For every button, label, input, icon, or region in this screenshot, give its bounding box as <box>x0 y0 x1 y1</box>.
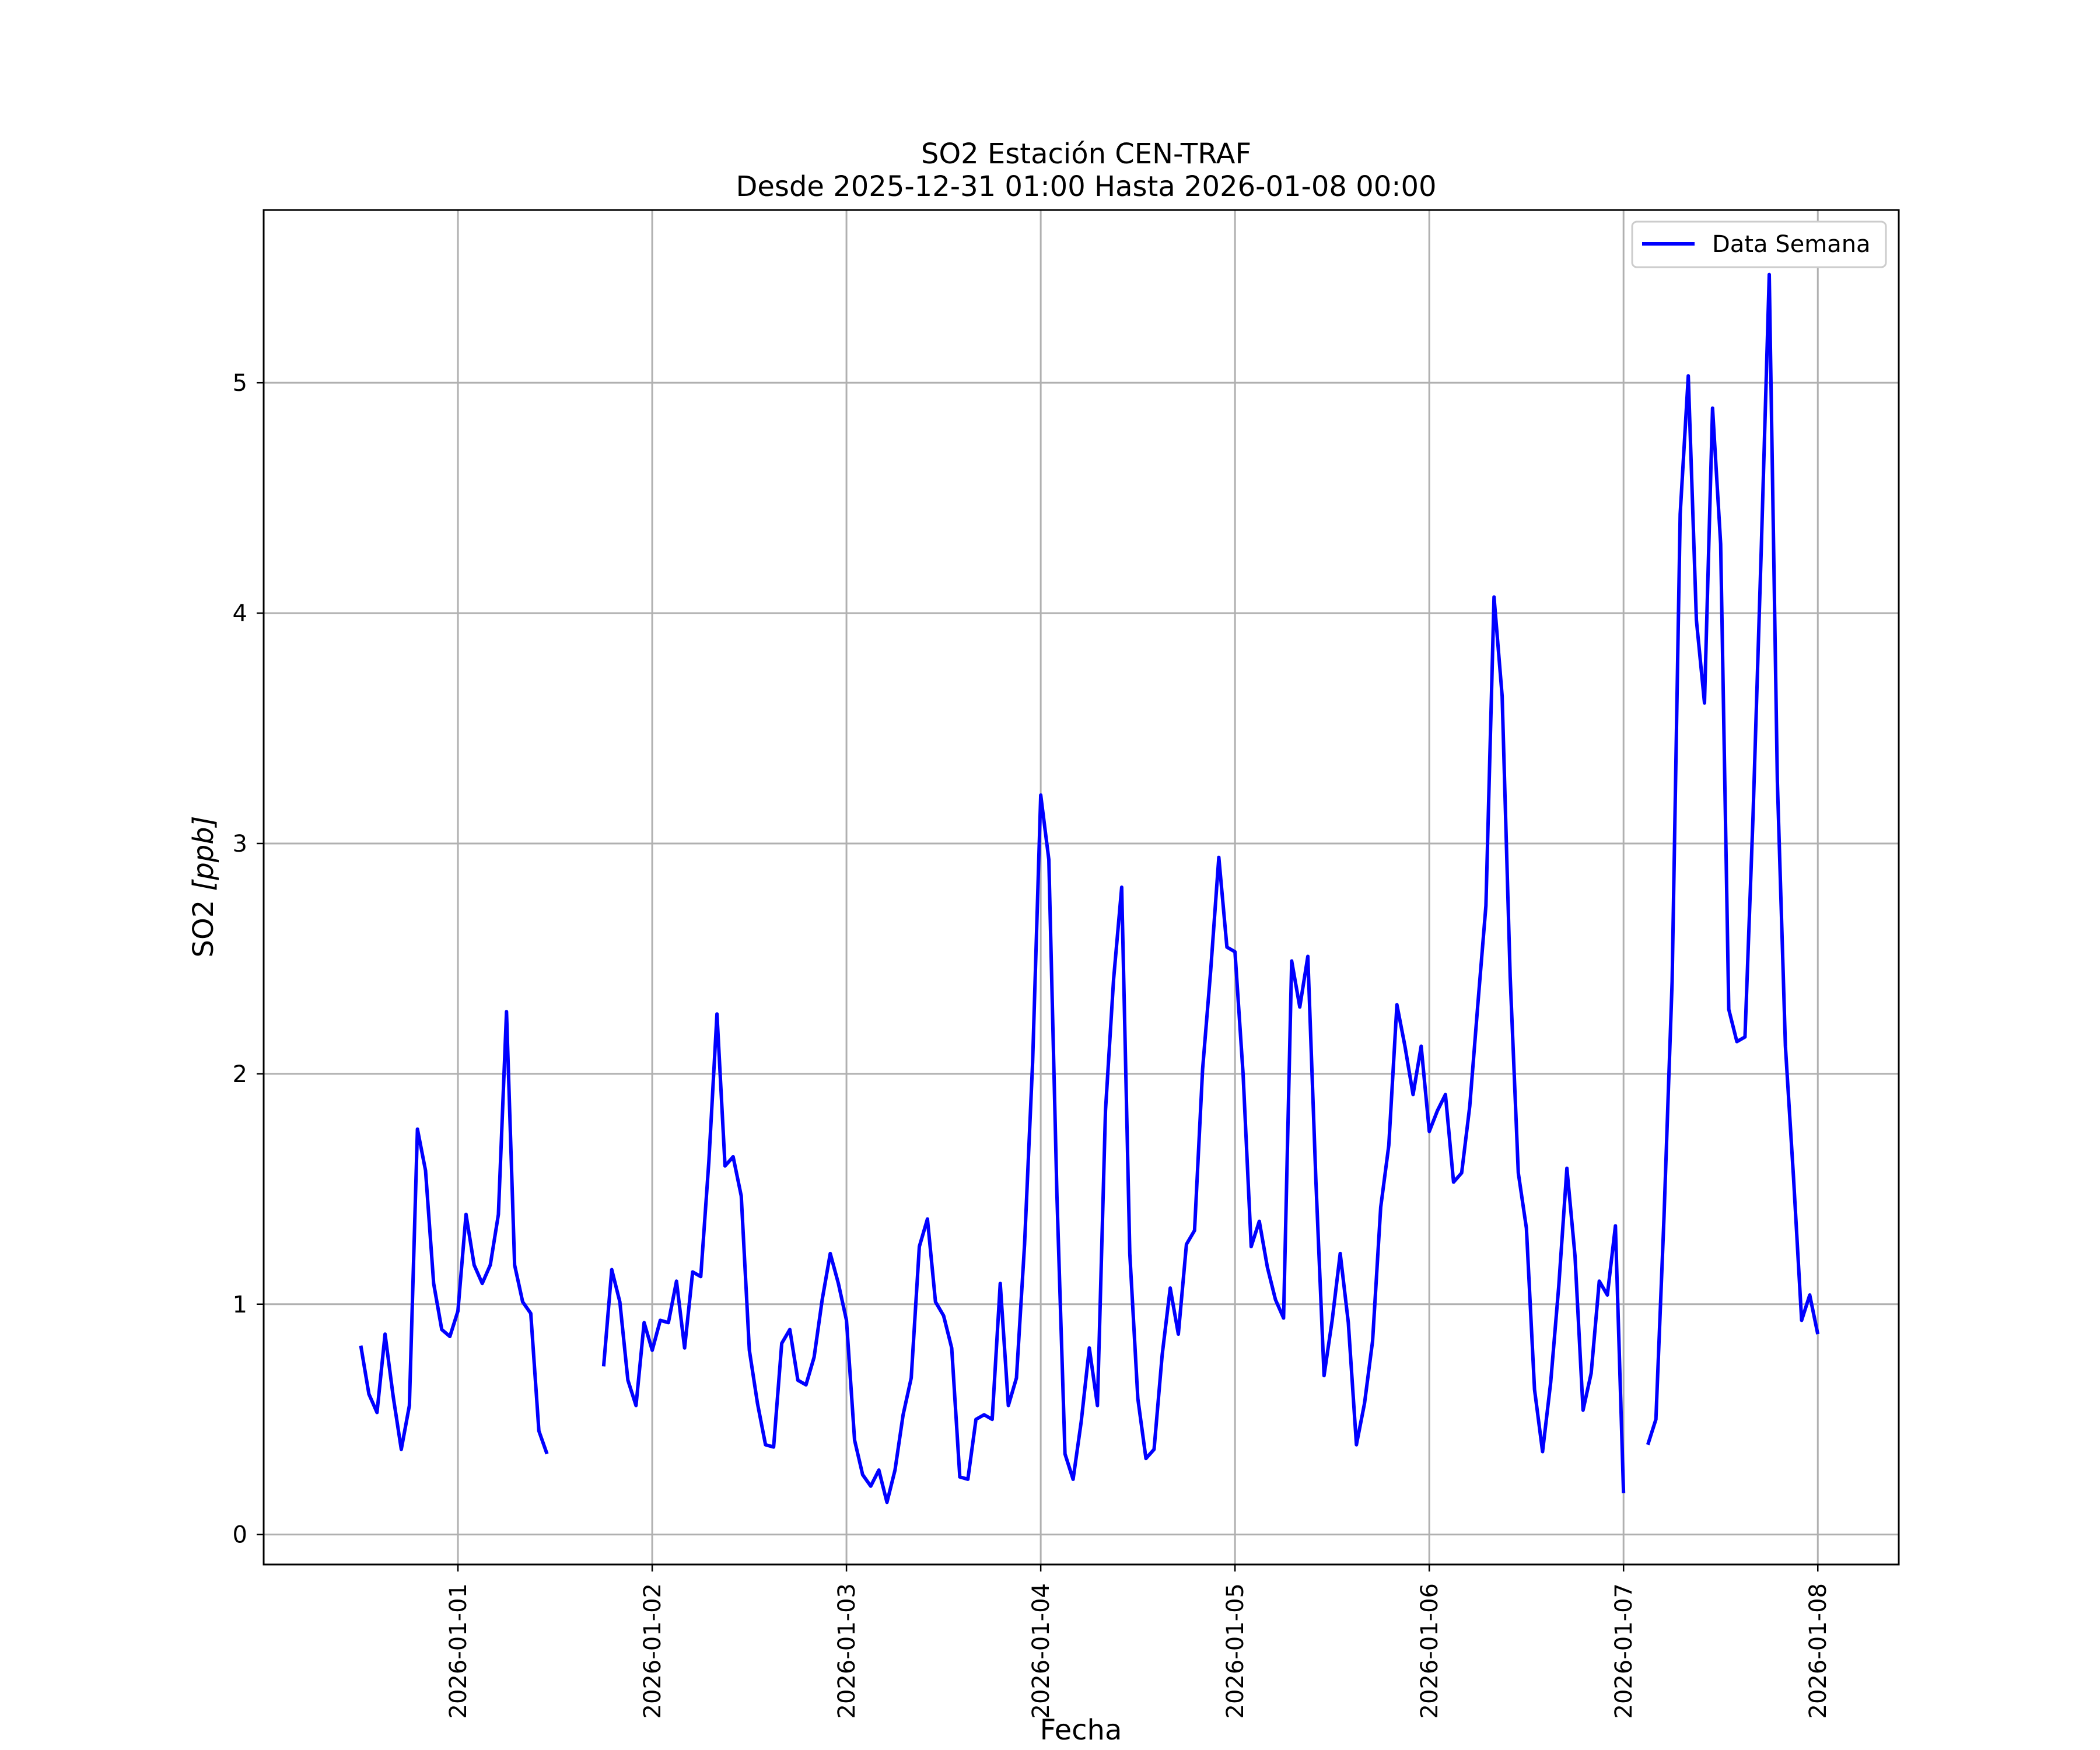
series-layer <box>359 272 1820 1504</box>
y-tick-label: 4 <box>233 600 247 627</box>
x-tick-label: 2026-01-08 <box>1805 1583 1832 1718</box>
y-tick-label: 3 <box>233 831 247 858</box>
y-tick-label: 0 <box>233 1522 247 1549</box>
grid-lines <box>264 210 1899 1564</box>
y-tick-label: 2 <box>233 1061 247 1088</box>
series-line-segment <box>601 595 1626 1504</box>
chart-title: SO2 Estación CEN-TRAF <box>921 138 1251 170</box>
y-tick-label: 5 <box>233 370 247 397</box>
legend-label: Data Semana <box>1712 231 1871 258</box>
x-tick-label: 2026-01-01 <box>445 1583 472 1718</box>
x-tick-label: 2026-01-03 <box>834 1583 860 1718</box>
y-axis-ticks: 0 1 2 3 4 5 <box>233 370 264 1549</box>
x-tick-label: 2026-01-05 <box>1222 1583 1249 1718</box>
y-axis-label: SO2 [ppb] <box>187 816 220 958</box>
y-axis-label-unit: [ppb] <box>187 816 220 891</box>
y-tick-label: 1 <box>233 1292 247 1318</box>
series-line-segment <box>1646 272 1820 1446</box>
x-axis-ticks: 2026-01-01 2026-01-02 2026-01-03 2026-01-04… <box>445 1564 1832 1718</box>
chart-subtitle: Desde 2025-12-31 01:00 Hasta 2026-01-08 … <box>736 170 1436 203</box>
x-tick-label: 2026-01-02 <box>639 1583 666 1718</box>
x-tick-label: 2026-01-07 <box>1611 1583 1637 1718</box>
legend-box <box>1631 220 1887 268</box>
legend: Data Semana <box>1631 220 1887 268</box>
x-tick-label: 2026-01-04 <box>1028 1583 1055 1718</box>
series-line-segment <box>359 1010 549 1455</box>
y-axis-label-main: SO2 <box>187 891 220 957</box>
x-tick-label: 2026-01-06 <box>1416 1583 1443 1718</box>
plot-area-frame <box>262 209 1900 1566</box>
x-axis-label: Fecha <box>1040 1714 1122 1746</box>
